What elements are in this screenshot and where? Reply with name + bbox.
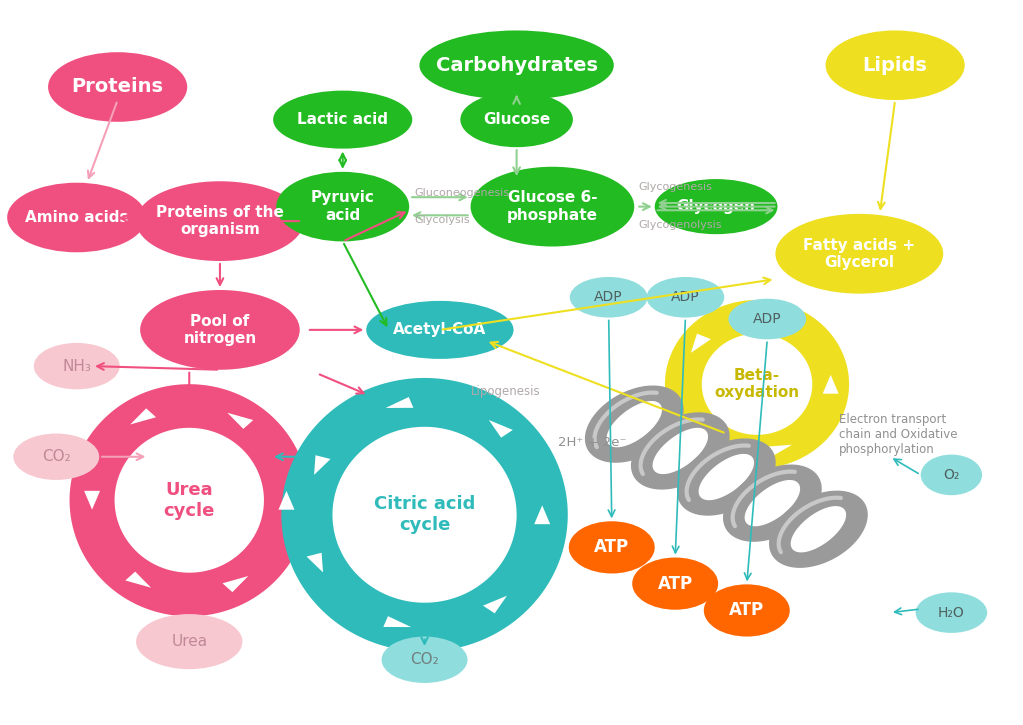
Text: ADP: ADP xyxy=(753,312,782,326)
Ellipse shape xyxy=(419,30,614,100)
Text: Lipogenesis: Lipogenesis xyxy=(471,385,540,398)
Text: 2H⁺ + 2e⁻: 2H⁺ + 2e⁻ xyxy=(558,436,626,449)
Polygon shape xyxy=(384,616,411,627)
Ellipse shape xyxy=(7,183,146,252)
Text: Amino acids: Amino acids xyxy=(25,210,129,225)
Text: Gluconeogenesis: Gluconeogenesis xyxy=(414,188,509,198)
Polygon shape xyxy=(792,507,845,552)
Ellipse shape xyxy=(460,92,573,147)
Text: CO₂: CO₂ xyxy=(410,652,439,667)
Polygon shape xyxy=(608,402,661,447)
Text: Urea: Urea xyxy=(171,634,208,649)
Text: Beta-
oxydation: Beta- oxydation xyxy=(714,368,800,400)
Polygon shape xyxy=(822,375,839,394)
Text: Glycogen: Glycogen xyxy=(676,199,756,214)
Polygon shape xyxy=(281,378,568,652)
Ellipse shape xyxy=(570,277,648,318)
Ellipse shape xyxy=(34,343,120,389)
Text: Lipids: Lipids xyxy=(862,56,928,75)
Text: O₂: O₂ xyxy=(943,468,960,482)
Text: ADP: ADP xyxy=(594,290,623,304)
Ellipse shape xyxy=(916,592,987,633)
Ellipse shape xyxy=(366,301,514,359)
Text: Glycogenolysis: Glycogenolysis xyxy=(638,220,722,230)
Polygon shape xyxy=(222,576,249,592)
Polygon shape xyxy=(84,491,100,510)
Text: Glucose: Glucose xyxy=(483,112,550,127)
Polygon shape xyxy=(767,317,795,329)
Text: Acetyl-CoA: Acetyl-CoA xyxy=(393,323,487,337)
Ellipse shape xyxy=(382,637,468,683)
Polygon shape xyxy=(700,455,753,500)
Ellipse shape xyxy=(728,299,806,339)
Ellipse shape xyxy=(632,558,718,610)
Ellipse shape xyxy=(273,91,412,149)
Text: ATP: ATP xyxy=(729,602,764,619)
Polygon shape xyxy=(764,444,792,457)
Polygon shape xyxy=(130,408,157,424)
Text: Citric acid
cycle: Citric acid cycle xyxy=(373,495,476,534)
Text: Urea
cycle: Urea cycle xyxy=(164,481,215,520)
Polygon shape xyxy=(278,491,295,510)
Polygon shape xyxy=(483,596,507,613)
Ellipse shape xyxy=(704,584,790,637)
Ellipse shape xyxy=(921,455,982,495)
Polygon shape xyxy=(631,413,729,489)
Text: Glucose 6-
phosphate: Glucose 6- phosphate xyxy=(507,191,597,223)
Polygon shape xyxy=(585,386,683,462)
Text: ATP: ATP xyxy=(594,539,629,556)
Ellipse shape xyxy=(471,167,634,246)
Text: Lactic acid: Lactic acid xyxy=(298,112,388,127)
Polygon shape xyxy=(691,334,711,353)
Polygon shape xyxy=(769,492,868,567)
Text: CO₂: CO₂ xyxy=(42,450,71,464)
Text: Carbohydrates: Carbohydrates xyxy=(436,56,597,75)
Polygon shape xyxy=(684,413,704,432)
Polygon shape xyxy=(723,465,821,541)
Polygon shape xyxy=(534,505,550,524)
Polygon shape xyxy=(314,455,330,475)
Text: Glycolysis: Glycolysis xyxy=(414,215,470,225)
Ellipse shape xyxy=(48,52,187,122)
Polygon shape xyxy=(746,481,799,526)
Text: Electron transport
chain and Oxidative
phosphorylation: Electron transport chain and Oxidative p… xyxy=(839,413,958,457)
Text: H₂O: H₂O xyxy=(938,605,965,620)
Ellipse shape xyxy=(775,214,943,294)
Polygon shape xyxy=(665,300,849,468)
Text: Proteins of the
organism: Proteins of the organism xyxy=(155,205,283,237)
Text: Proteins: Proteins xyxy=(72,78,164,96)
Text: NH₃: NH₃ xyxy=(62,359,91,373)
Ellipse shape xyxy=(655,179,777,234)
Ellipse shape xyxy=(276,172,409,241)
Ellipse shape xyxy=(136,181,304,261)
Polygon shape xyxy=(70,384,309,616)
Polygon shape xyxy=(654,428,707,473)
Text: Fatty acids +
Glycerol: Fatty acids + Glycerol xyxy=(803,238,916,270)
Ellipse shape xyxy=(569,521,655,573)
Ellipse shape xyxy=(140,290,300,370)
Text: ATP: ATP xyxy=(658,575,693,592)
Ellipse shape xyxy=(647,277,724,318)
Polygon shape xyxy=(386,397,413,408)
Text: Pyruvic
acid: Pyruvic acid xyxy=(311,191,374,223)
Polygon shape xyxy=(489,420,513,438)
Text: Glycogenesis: Glycogenesis xyxy=(638,182,712,192)
Text: Pool of
nitrogen: Pool of nitrogen xyxy=(183,314,257,346)
Polygon shape xyxy=(677,439,775,515)
Ellipse shape xyxy=(13,434,99,480)
Ellipse shape xyxy=(136,614,242,669)
Polygon shape xyxy=(307,552,323,572)
Ellipse shape xyxy=(826,30,965,100)
Polygon shape xyxy=(227,413,254,429)
Polygon shape xyxy=(125,571,151,588)
Text: ADP: ADP xyxy=(671,290,700,304)
